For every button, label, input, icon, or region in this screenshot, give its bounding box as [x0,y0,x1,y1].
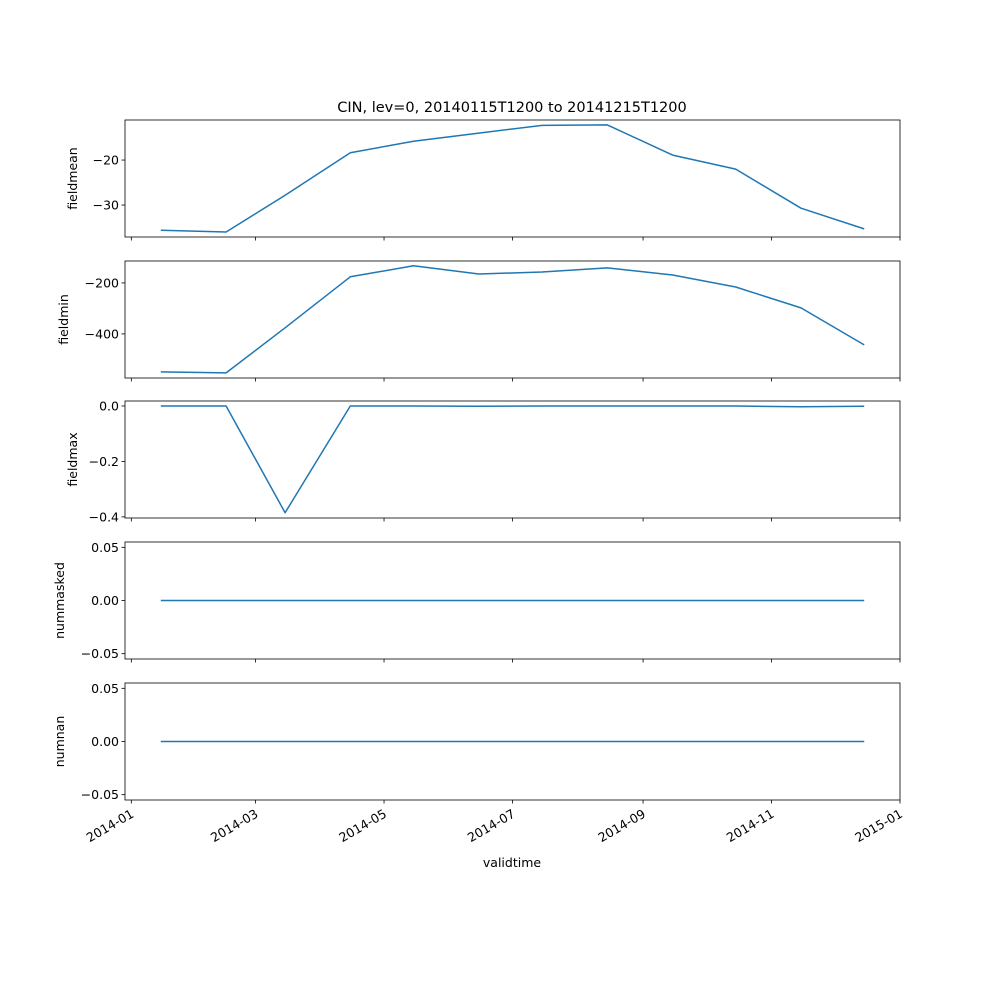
x-tick-label: 2014-09 [595,806,648,845]
subplot-fieldmax: −0.4 −0.2 0.0 fieldmax [65,398,900,524]
y-tick-label: −0.2 [89,454,119,469]
y-axis-label: fieldmean [65,147,80,209]
subplot-numnan: −0.05 0.00 0.05 numnan 2014-01 2014-03 2014-05… [52,681,905,845]
y-tick-label: 0.00 [91,593,119,608]
x-tick-label: 2014-03 [208,806,261,845]
x-tick-label: 2015-01 [852,806,905,845]
y-tick-label: −0.05 [81,787,119,802]
y-tick-label: −20 [93,153,119,168]
y-tick-label: 0.05 [91,681,119,696]
subplot-fieldmin: −400 −200 fieldmin [56,261,900,382]
y-axis-label: numnan [52,716,67,768]
chart-title: CIN, lev=0, 20140115T1200 to 20141215T12… [337,100,687,116]
y-tick-label: 0.05 [91,540,119,555]
y-tick-label: −30 [93,198,119,213]
subplot-fieldmean: −30 −20 fieldmean [65,120,900,241]
x-tick-label: 2014-11 [724,806,777,845]
y-axis-label: fieldmax [65,432,80,486]
y-axis-label: fieldmin [56,294,71,345]
y-tick-label: 0.00 [91,734,119,749]
y-tick-label: −0.05 [81,646,119,661]
y-tick-label: −400 [85,326,119,341]
y-axis-label: nummasked [52,562,67,639]
x-axis-label: validtime [483,855,541,870]
y-tick-label: −200 [85,275,119,290]
x-tick-label: 2014-01 [84,806,137,845]
subplot-nummasked: −0.05 0.00 0.05 nummasked [52,540,900,663]
x-tick-label: 2014-05 [336,806,389,845]
axes-background [125,401,900,518]
x-tick-label: 2014-07 [465,806,518,845]
y-tick-label: 0.0 [99,398,119,413]
y-tick-label: −0.4 [89,509,119,524]
axes-background [125,120,900,237]
